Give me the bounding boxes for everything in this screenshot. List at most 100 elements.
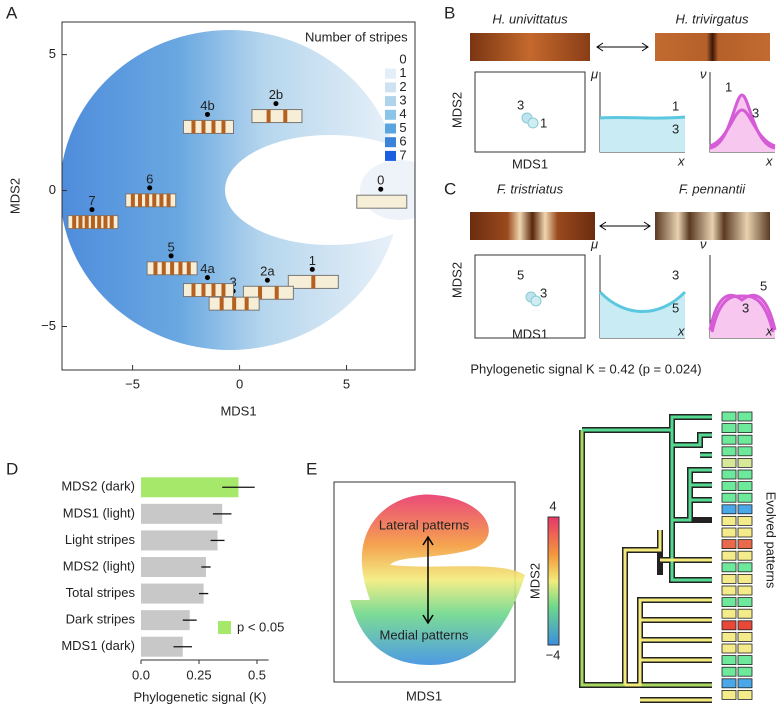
legend-label: 6 <box>399 134 406 149</box>
curve <box>709 108 776 148</box>
axis-symbol: x <box>765 153 773 168</box>
pattern-swatch <box>721 643 737 654</box>
icon-stripe <box>161 261 166 275</box>
point-label: 7 <box>88 193 95 208</box>
species-image <box>470 212 595 240</box>
curve-label: 3 <box>742 300 749 315</box>
tree-color <box>580 415 712 702</box>
legend-swatch <box>385 68 396 79</box>
icon-stripe <box>211 120 216 134</box>
icon-stripe <box>109 215 114 229</box>
icon-body <box>242 285 294 300</box>
legend-swatch <box>385 123 396 134</box>
pattern-swatch <box>737 643 753 654</box>
bar <box>141 583 204 604</box>
pattern-swatch <box>737 585 753 596</box>
legend-label: 4 <box>399 106 406 121</box>
point-label: 6 <box>146 171 153 186</box>
pattern-swatch <box>737 457 753 468</box>
pattern-swatch <box>721 550 737 561</box>
point <box>309 266 315 272</box>
x-tick-label: 0 <box>236 376 243 391</box>
pattern-swatch <box>721 423 737 434</box>
stripe-icon <box>356 194 408 209</box>
pattern-swatch <box>737 562 753 573</box>
panel-label: B <box>444 3 455 22</box>
pattern-swatch <box>721 678 737 689</box>
icon-stripe <box>72 215 77 229</box>
icon-stripe <box>191 283 196 297</box>
stripe-icon <box>125 193 177 208</box>
tree-title: Phylogenetic signal K = 0.42 (p = 0.024) <box>470 361 701 376</box>
pattern-swatch <box>721 481 737 492</box>
icon-stripe <box>130 193 135 207</box>
pattern-swatch <box>737 550 753 561</box>
species-name: H. trivirgatus <box>676 11 749 26</box>
category-label: MDS2 (dark) <box>61 479 135 494</box>
colorbar <box>547 516 560 646</box>
arrow <box>596 42 649 52</box>
category-label: MDS2 (light) <box>63 558 135 573</box>
pattern-swatch <box>721 527 737 538</box>
pattern-swatch <box>721 492 737 503</box>
axis-symbol: x <box>677 153 685 168</box>
legend-title: Number of stripes <box>305 29 408 44</box>
pattern-swatch <box>737 492 753 503</box>
mini-frame <box>474 254 586 339</box>
point-label: 1 <box>540 115 547 130</box>
pattern-swatch <box>737 446 753 457</box>
pattern-swatch <box>737 620 753 631</box>
legend-swatch <box>385 150 396 161</box>
axis-symbol: x <box>765 323 773 338</box>
point <box>89 207 95 213</box>
stripe-icon <box>251 109 303 124</box>
point-label: 4b <box>200 98 214 113</box>
pattern-column <box>721 411 753 700</box>
legend-swatch <box>385 82 396 93</box>
stripe-icon <box>287 274 339 289</box>
plot-frame <box>61 21 416 371</box>
tree-side-label: Evolved patterns <box>764 492 779 589</box>
stripe-icon <box>146 261 198 276</box>
mini-frame <box>474 71 586 153</box>
curve-label: 3 <box>672 121 679 136</box>
arrow <box>599 221 651 231</box>
pattern-swatch <box>721 446 737 457</box>
pattern-swatch <box>737 666 753 677</box>
pattern-swatch <box>721 469 737 480</box>
stripe-icon <box>182 283 234 298</box>
icon-stripe <box>178 261 183 275</box>
category-label: Total stripes <box>66 585 136 600</box>
icon-stripe <box>201 120 206 134</box>
point-cloud <box>62 30 415 350</box>
species-name: F. pennantii <box>679 181 746 196</box>
point-label: 3 <box>230 275 237 290</box>
pattern-swatch <box>737 411 753 422</box>
point <box>204 275 210 281</box>
category-label: MDS1 (light) <box>63 505 135 520</box>
pattern-swatch <box>721 516 737 526</box>
bar <box>141 636 183 657</box>
y-tick-label: −5 <box>41 318 56 333</box>
icon-stripe <box>103 215 108 229</box>
pattern-swatch <box>737 481 753 492</box>
point-cloud <box>350 494 525 665</box>
point-label: 2b <box>269 87 283 102</box>
species-image <box>655 33 770 61</box>
curve-label: 3 <box>752 105 759 120</box>
pattern-swatch <box>737 655 753 665</box>
species-name: H. univittatus <box>492 11 568 26</box>
mini-point <box>527 117 539 129</box>
point-label: 5 <box>517 267 524 282</box>
icon-body <box>182 283 234 298</box>
legend-swatch <box>385 109 396 120</box>
icon-stripe <box>219 297 224 311</box>
stripe-icon <box>242 285 294 300</box>
arrow <box>422 535 434 625</box>
bar <box>141 477 239 498</box>
point-label: 3 <box>517 97 524 112</box>
y-tick-label: 0 <box>49 182 56 197</box>
axis-symbol: μ <box>590 66 598 81</box>
pattern-swatch <box>737 423 753 434</box>
